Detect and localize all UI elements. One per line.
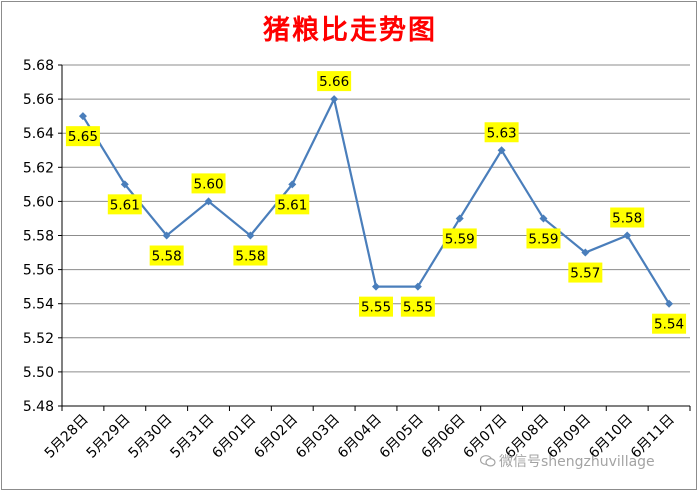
x-tick-label: 5月30日 xyxy=(125,412,175,462)
data-label: 5.59 xyxy=(526,228,561,249)
data-point xyxy=(204,197,213,206)
y-tick-label: 5.62 xyxy=(23,160,54,176)
gridlines xyxy=(62,64,690,407)
data-label-text: 5.55 xyxy=(361,300,391,316)
axes: 5.48 5.50 5.52 5.54 5.56 5.58 5.60 5.62 5.64 5.66… xyxy=(23,58,691,462)
data-label-text: 5.58 xyxy=(152,249,182,265)
data-label: 5.57 xyxy=(568,262,603,283)
data-label: 5.59 xyxy=(442,228,477,249)
data-point xyxy=(288,180,297,189)
data-label-box xyxy=(317,71,352,92)
data-point xyxy=(581,248,590,257)
data-point xyxy=(162,231,171,240)
wechat-icon xyxy=(479,455,496,467)
watermark-text: 微信号shengzhuvillage xyxy=(499,454,655,470)
data-label-box xyxy=(149,245,184,266)
y-tick-label: 5.58 xyxy=(23,229,54,245)
data-label: 5.66 xyxy=(317,71,352,92)
data-label: 5.54 xyxy=(652,313,687,334)
data-label-box xyxy=(65,126,100,147)
y-tick-label: 5.52 xyxy=(23,331,54,347)
data-label-text: 5.57 xyxy=(570,266,600,282)
data-label-box xyxy=(526,228,561,249)
chart-title: 猪粮比走势图 xyxy=(263,15,437,46)
y-tick-label: 5.54 xyxy=(23,297,54,313)
data-label-text: 5.54 xyxy=(654,317,684,333)
data-label-text: 5.60 xyxy=(194,176,224,192)
y-tick-label: 5.64 xyxy=(23,126,54,142)
y-tick-label: 5.60 xyxy=(23,194,54,210)
y-tick-label: 5.68 xyxy=(23,58,54,74)
data-label-box xyxy=(610,207,645,228)
x-tick-label: 5月31日 xyxy=(167,412,217,462)
watermark: 微信号shengzhuvillage xyxy=(479,451,655,471)
data-point xyxy=(665,299,674,308)
data-point xyxy=(539,214,548,223)
data-point xyxy=(623,231,632,240)
data-label-text: 5.59 xyxy=(445,231,475,247)
data-label-box xyxy=(359,296,393,317)
data-label: 5.65 xyxy=(65,126,100,147)
data-label-text: 5.58 xyxy=(612,211,642,227)
x-tick-label: 6月03日 xyxy=(293,412,343,462)
x-tick-label: 6月05日 xyxy=(377,412,427,462)
data-label: 5.63 xyxy=(484,122,519,143)
data-point xyxy=(497,146,506,155)
data-label-box xyxy=(191,173,226,194)
data-label-text: 5.55 xyxy=(403,300,433,316)
data-label-box xyxy=(233,245,268,266)
data-label: 5.58 xyxy=(610,207,645,228)
data-label-box xyxy=(652,313,687,334)
x-tick-label: 6月06日 xyxy=(419,412,469,462)
data-label-box xyxy=(107,194,142,215)
data-point xyxy=(455,214,464,223)
data-point xyxy=(246,231,255,240)
data-label-text: 5.65 xyxy=(68,129,98,145)
data-label: 5.55 xyxy=(400,296,435,317)
data-label-box xyxy=(442,228,477,249)
data-point xyxy=(330,95,339,104)
data-label-text: 5.58 xyxy=(235,249,265,265)
data-label-box xyxy=(275,194,310,215)
x-tick-label: 6月02日 xyxy=(251,412,301,462)
data-label: 5.55 xyxy=(359,296,393,317)
data-label-box xyxy=(568,262,603,283)
data-label: 5.58 xyxy=(149,245,184,266)
y-tick-label: 5.50 xyxy=(23,365,54,381)
data-point xyxy=(78,112,87,121)
data-label-text: 5.66 xyxy=(319,74,349,90)
data-label: 5.61 xyxy=(275,194,310,215)
data-label: 5.60 xyxy=(191,173,226,194)
x-tick-label: 6月01日 xyxy=(209,412,259,462)
x-tick-label: 6月04日 xyxy=(335,412,385,462)
x-tick-label: 5月28日 xyxy=(42,412,92,462)
data-label: 5.58 xyxy=(233,245,268,266)
y-tick-label: 5.66 xyxy=(23,92,54,108)
data-label-text: 5.61 xyxy=(110,197,140,213)
data-point xyxy=(120,180,129,189)
y-tick-label: 5.48 xyxy=(23,399,54,415)
x-tick-label: 5月29日 xyxy=(84,412,134,462)
data-label-box xyxy=(400,296,435,317)
data-label-box xyxy=(484,122,519,143)
data-point xyxy=(413,282,422,291)
series-line-layer xyxy=(78,95,674,308)
y-tick-label: 5.56 xyxy=(23,263,54,279)
data-point xyxy=(372,282,380,291)
data-label: 5.61 xyxy=(107,194,142,215)
data-label-text: 5.63 xyxy=(487,125,517,141)
data-label-text: 5.59 xyxy=(528,231,558,247)
data-label-text: 5.61 xyxy=(277,197,307,213)
data-labels: 5.65 5.61 5.58 5.60 5.58 5.61 5.66 5.55 5.55 5.59… xyxy=(65,71,687,334)
